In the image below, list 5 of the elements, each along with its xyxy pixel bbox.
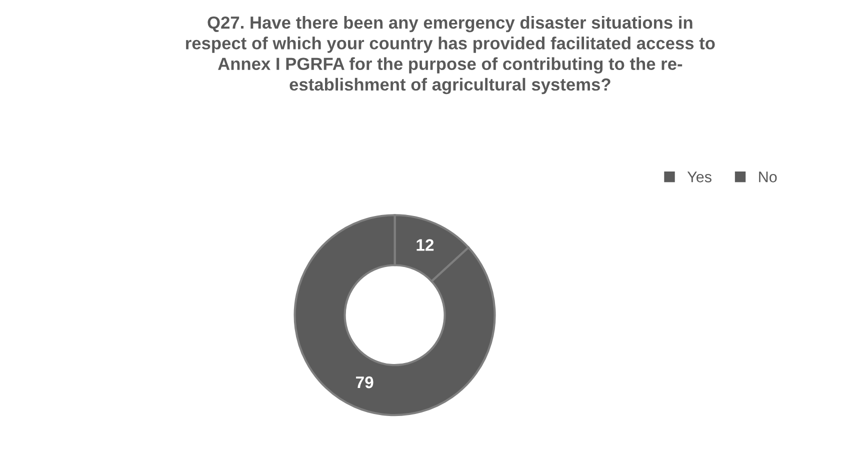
data-label: 12 — [416, 239, 434, 251]
legend-label: Yes — [687, 172, 712, 182]
legend-label: No — [759, 172, 777, 182]
data-label: 79 — [356, 376, 374, 388]
chart-title: Q27. Have there been any emergency disaster situations in respect of which your country has provided facilitated access to Annex I PGRFA for the purpose of contributing to the re- establishment of agricultural systems? — [186, 16, 715, 94]
